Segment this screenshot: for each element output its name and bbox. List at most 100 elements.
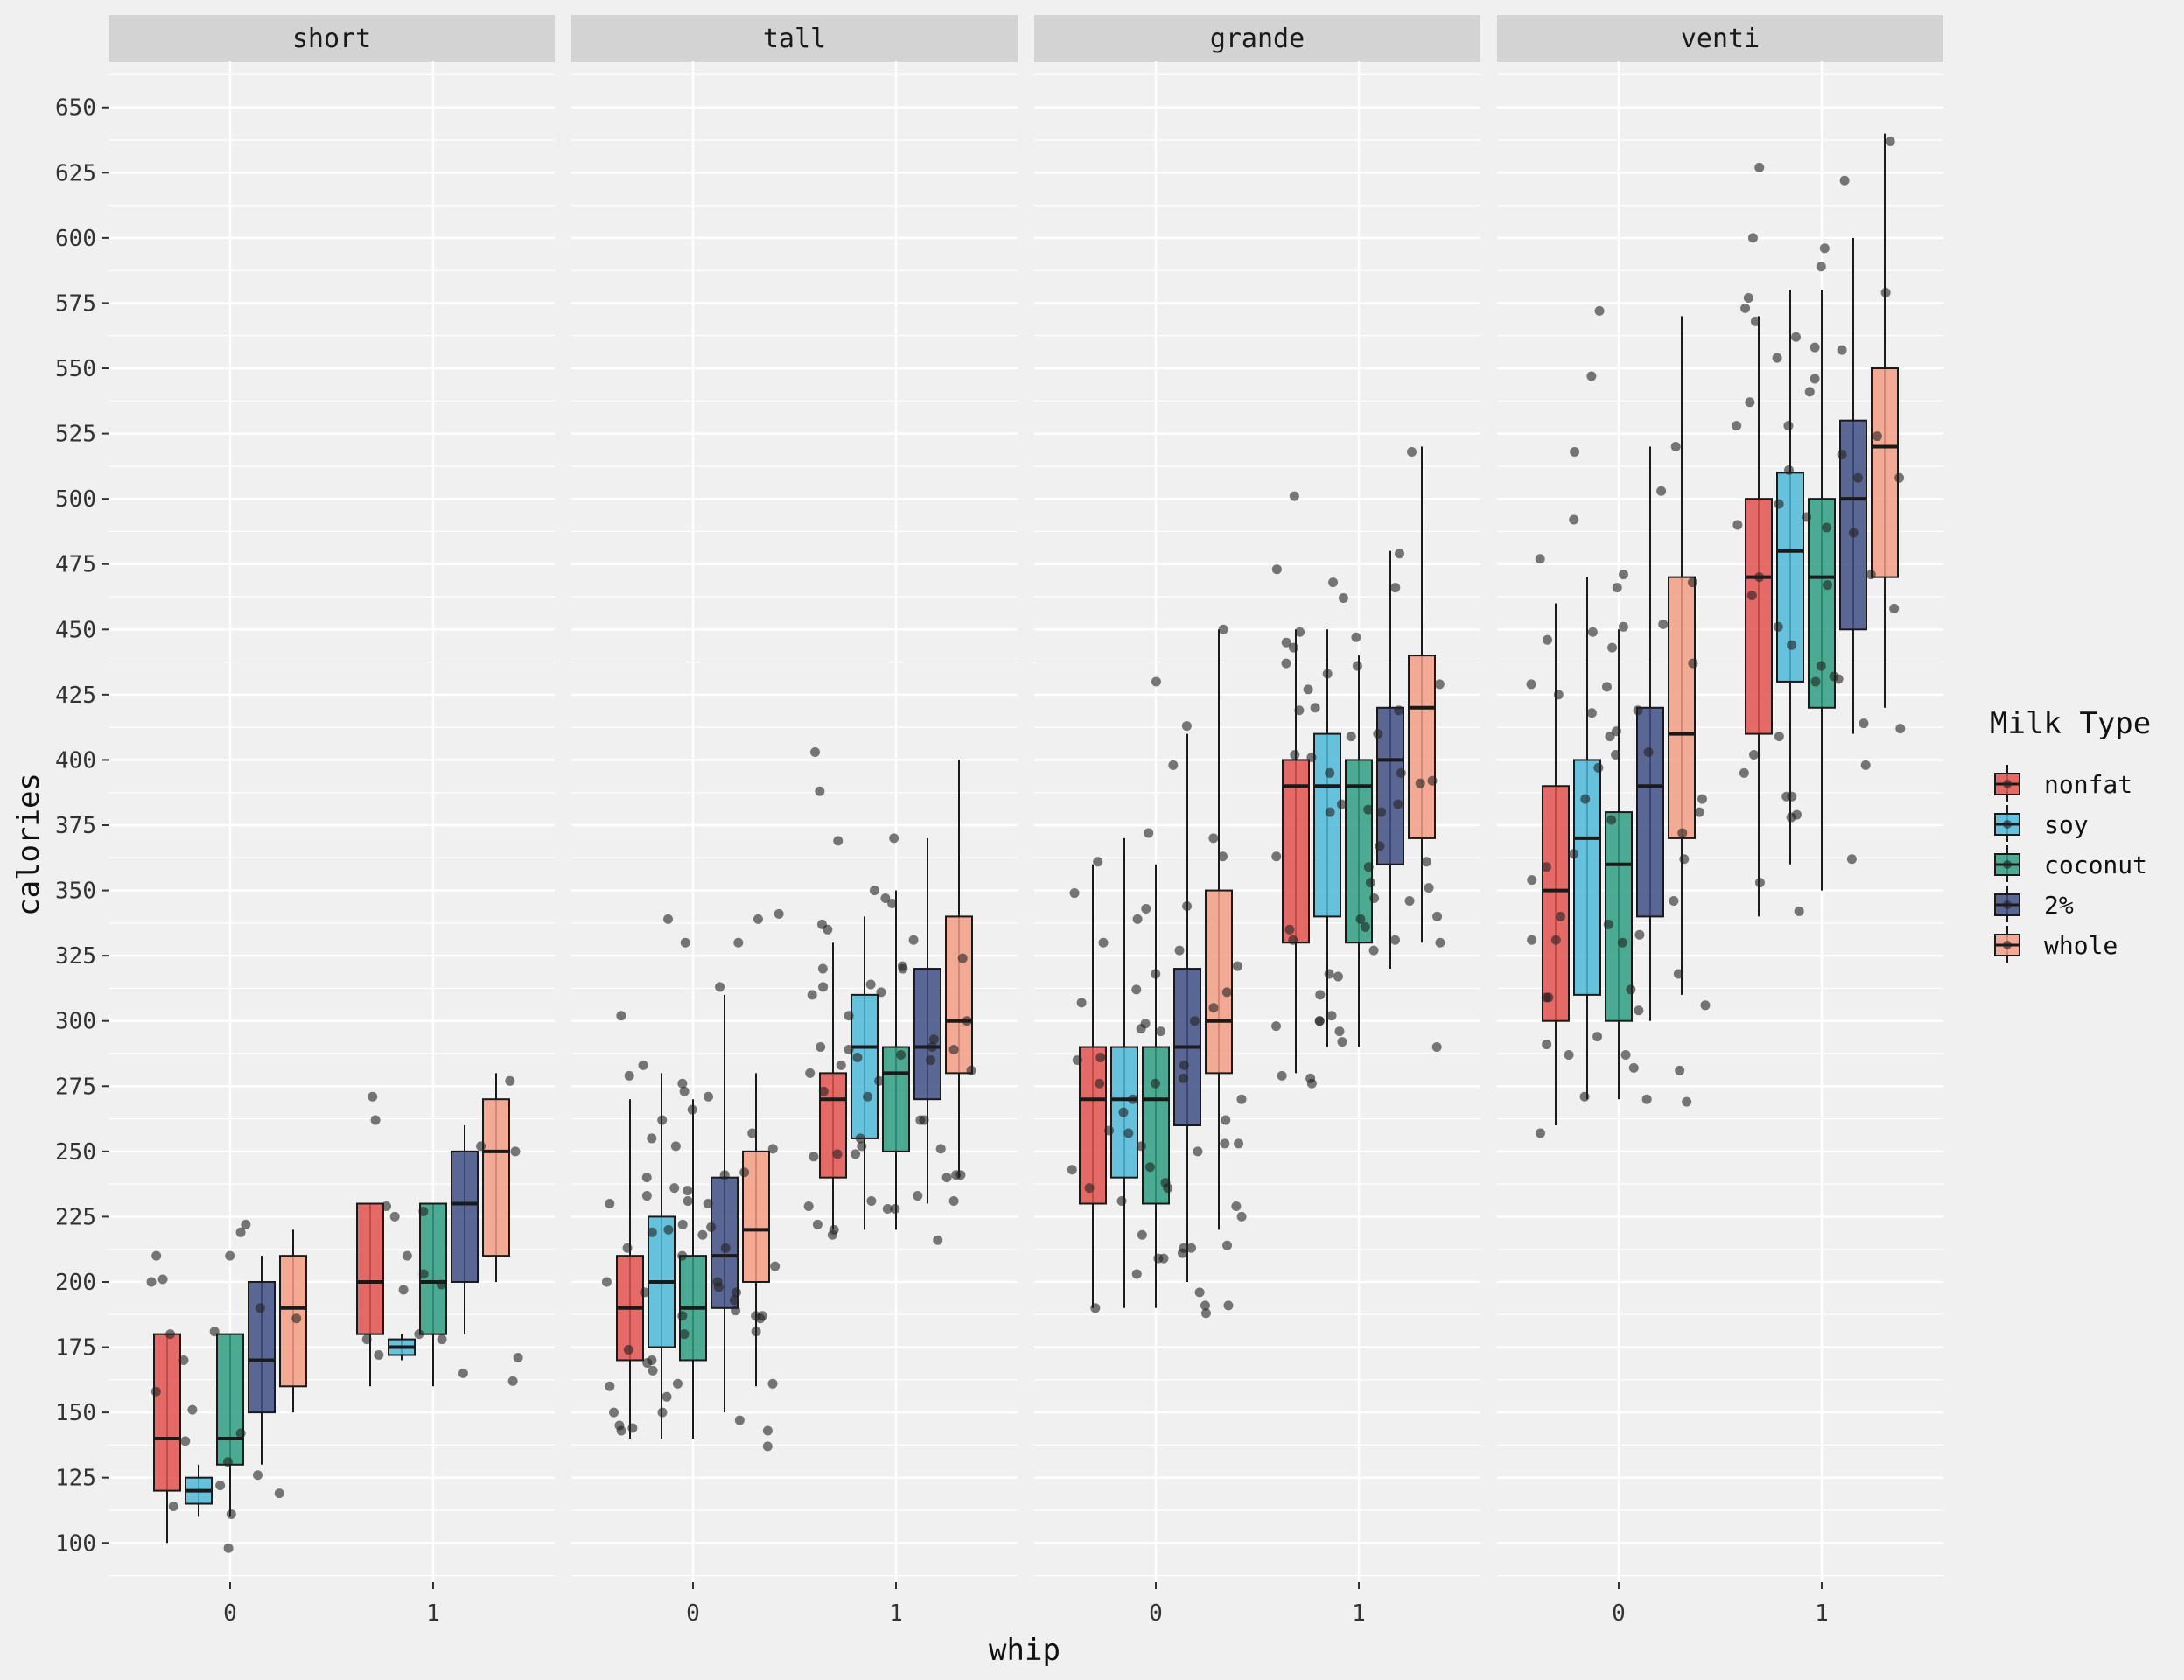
data-point: [687, 1104, 697, 1115]
data-point: [1634, 929, 1645, 940]
data-point: [291, 1313, 302, 1324]
data-point: [719, 1170, 730, 1180]
data-point: [647, 1354, 657, 1365]
data-point: [1633, 705, 1643, 716]
data-point: [1787, 791, 1797, 802]
data-point: [774, 908, 784, 919]
data-point: [398, 1284, 409, 1295]
data-point: [1732, 520, 1743, 530]
facet-strip-label: tall: [763, 24, 826, 54]
data-point: [1846, 854, 1857, 864]
legend-label: coconut: [2044, 850, 2147, 879]
data-point: [1369, 893, 1380, 904]
y-tick-label: 425: [55, 682, 96, 709]
data-point: [880, 893, 891, 904]
data-point: [869, 886, 879, 896]
data-point: [1670, 442, 1681, 452]
data-point: [1579, 1091, 1590, 1102]
legend-key-point: [2003, 941, 2012, 949]
data-point: [1580, 794, 1591, 804]
y-tick-label: 475: [55, 552, 96, 578]
box-whole: [742, 1150, 770, 1283]
data-point: [1338, 593, 1348, 603]
data-point: [935, 1144, 946, 1154]
data-point: [1365, 878, 1376, 888]
data-point: [1550, 934, 1561, 945]
data-point: [1606, 815, 1617, 825]
data-point: [1179, 1060, 1189, 1070]
data-point: [844, 1011, 854, 1021]
data-point: [1732, 421, 1742, 431]
data-point: [1306, 752, 1317, 762]
data-point: [805, 1068, 816, 1078]
data-point: [679, 1086, 690, 1096]
data-point: [882, 1203, 892, 1214]
x-tick-label: 1: [1352, 1600, 1366, 1627]
data-point: [1669, 896, 1679, 906]
data-point: [1090, 1303, 1101, 1313]
data-point: [1156, 1026, 1166, 1037]
data-point: [150, 1386, 161, 1396]
data-point: [833, 836, 844, 846]
data-point: [1816, 262, 1826, 272]
data-point: [1394, 549, 1404, 559]
box-coconut: [1808, 498, 1836, 709]
data-point: [1894, 472, 1905, 483]
data-point: [697, 1229, 708, 1240]
data-point: [1181, 721, 1192, 732]
data-point: [1208, 833, 1219, 844]
data-point: [1179, 1242, 1189, 1253]
data-point: [1116, 1196, 1127, 1207]
data-point: [1677, 828, 1688, 838]
data-point: [1084, 1183, 1095, 1194]
data-point: [1643, 746, 1654, 757]
data-point: [1271, 851, 1282, 862]
legend-label: nonfat: [2044, 770, 2132, 799]
data-point: [1095, 1078, 1105, 1088]
box-2%: [451, 1150, 479, 1283]
data-point: [1569, 849, 1579, 859]
data-point: [627, 1423, 638, 1433]
data-point: [1098, 937, 1109, 948]
data-point: [927, 1042, 937, 1053]
data-point: [1182, 900, 1193, 911]
data-point: [1360, 921, 1370, 932]
data-point: [1310, 703, 1320, 713]
data-point: [762, 1425, 773, 1436]
data-point: [1618, 621, 1628, 632]
data-point: [1328, 578, 1339, 588]
data-point: [1427, 775, 1438, 786]
data-point: [1315, 990, 1326, 1000]
data-point: [1368, 945, 1379, 956]
data-point: [1527, 875, 1537, 886]
data-point: [180, 1436, 191, 1446]
data-point: [663, 1224, 674, 1235]
data-point: [1067, 1165, 1077, 1175]
data-point: [1750, 316, 1760, 326]
data-point: [1754, 162, 1765, 172]
data-point: [1607, 642, 1618, 653]
data-point: [739, 1167, 750, 1178]
data-point: [962, 1016, 972, 1026]
data-point: [1700, 1000, 1711, 1011]
data-point: [1306, 1078, 1317, 1088]
data-point: [1104, 1125, 1115, 1136]
data-point: [874, 1075, 885, 1086]
data-point: [640, 1287, 650, 1298]
y-tick-label: 500: [55, 486, 96, 513]
data-point: [832, 1149, 843, 1159]
data-point: [1783, 421, 1794, 431]
data-point: [715, 982, 725, 992]
data-point: [1628, 1062, 1639, 1073]
data-point: [1866, 570, 1876, 580]
data-point: [1535, 554, 1545, 564]
data-point: [1281, 637, 1292, 648]
data-point: [670, 1141, 681, 1152]
data-point: [1189, 1016, 1200, 1026]
data-point: [1587, 626, 1598, 637]
data-point: [1390, 583, 1401, 593]
data-point: [767, 1144, 778, 1154]
facet-panel-short: short 0 1: [108, 15, 555, 1627]
data-point: [752, 914, 763, 924]
data-point: [852, 1052, 863, 1062]
